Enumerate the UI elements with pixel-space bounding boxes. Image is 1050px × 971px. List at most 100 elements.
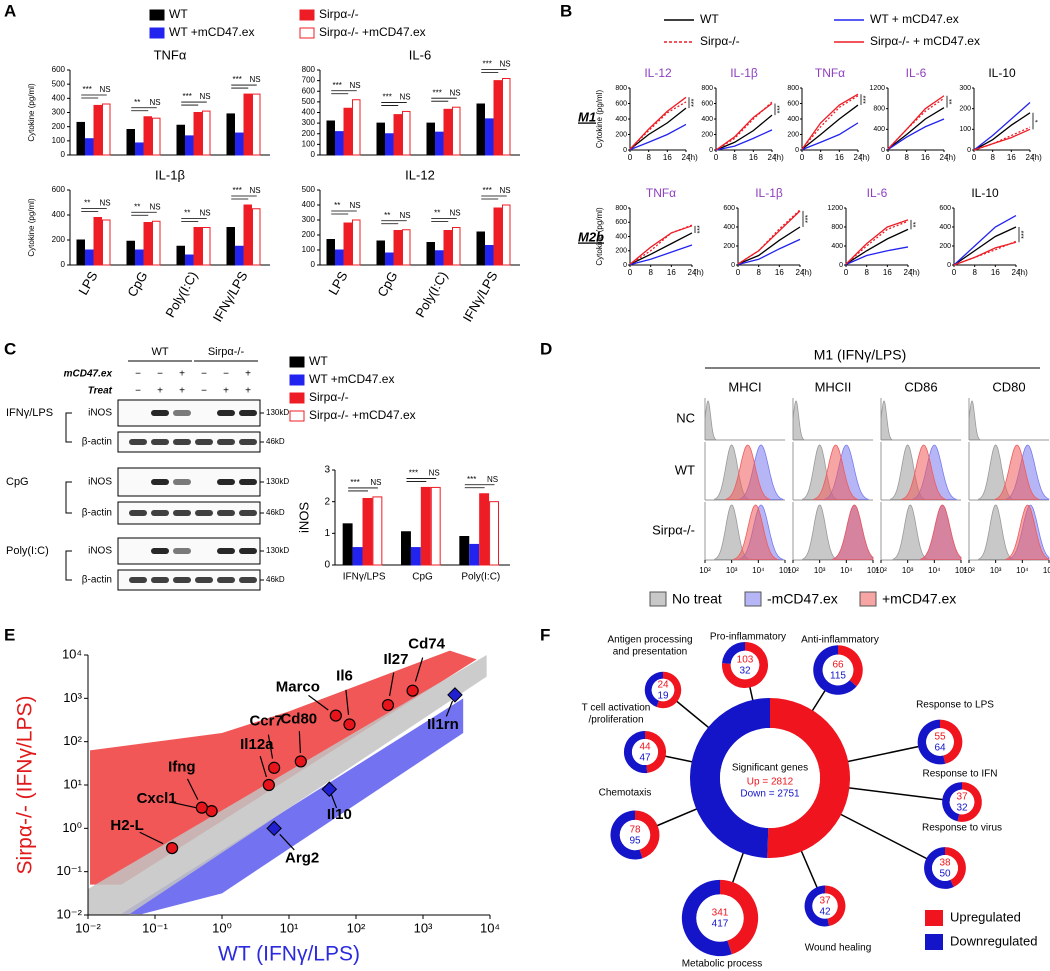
significance: ** [913, 222, 920, 228]
sign: − [157, 369, 163, 380]
x-tick-label: 24 [1026, 153, 1035, 162]
point-label: H2-L [110, 817, 143, 834]
y-tick-label: 800 [615, 205, 627, 212]
y-tick-label: 200 [52, 122, 66, 131]
line [801, 122, 859, 151]
bar [85, 138, 94, 156]
blot-band [151, 548, 169, 554]
blot-band [239, 439, 257, 445]
y-tick-label: 100 [302, 139, 316, 148]
line [737, 238, 801, 266]
blot-band [239, 410, 257, 416]
node-up: 37 [819, 896, 831, 907]
significance: NS [349, 81, 360, 90]
bar [502, 78, 511, 156]
x-tick-label: IFNγ/LPS [343, 572, 386, 583]
group-label: WT [151, 346, 168, 358]
x-tick-label: 10¹ [280, 920, 299, 935]
blot-band [129, 577, 147, 583]
significance: ** [384, 211, 390, 220]
node-up: 103 [737, 655, 754, 666]
protein-label: β-actin [82, 575, 112, 586]
point-label: Il10 [327, 806, 352, 823]
x-tick-label: 10² [963, 566, 975, 575]
node-label: Pro-inflammatory [710, 632, 786, 643]
significance: *** [183, 92, 192, 101]
legend-swatch [289, 410, 305, 422]
y-tick-label: 800 [615, 85, 627, 92]
blot-band [173, 510, 191, 516]
x-unit: (h) [774, 153, 784, 162]
bar [252, 93, 261, 156]
blot-band [239, 510, 257, 516]
y-tick-label: 0 [709, 147, 713, 154]
panel-title: M1 (IFNγ/LPS) [814, 347, 907, 363]
y-tick-label: 1200 [869, 85, 885, 92]
bar [489, 501, 500, 566]
panel-letter: E [4, 625, 15, 644]
y-tick-label: 0 [967, 147, 971, 154]
x-tick-label: 0 [628, 268, 633, 277]
protein-label: β-actin [82, 437, 112, 448]
bracket [65, 412, 72, 443]
x-tick-label: 8 [864, 268, 869, 277]
chart-title: IL-1β [755, 186, 783, 200]
x-tick-label: 10⁻¹ [142, 920, 168, 935]
y-axis-label: iNOS [296, 502, 311, 533]
size-label: 46kD [266, 437, 285, 446]
x-tick-label: 24 [854, 153, 863, 162]
x-tick-label: 10⁰ [212, 920, 232, 935]
line [887, 95, 945, 150]
x-tick-label: 16 [835, 153, 844, 162]
point [195, 801, 208, 814]
x-tick-label: 10⁴ [1016, 566, 1029, 575]
protein-label: β-actin [82, 508, 112, 519]
bar [185, 135, 194, 156]
x-tick-label: 10⁵ [955, 566, 967, 575]
significance: *** [83, 85, 92, 94]
legend-label: WT [309, 354, 328, 368]
y-tick-label: 200 [701, 131, 713, 138]
line [737, 226, 801, 265]
y-tick-label: 800 [787, 85, 799, 92]
y-tick-label: 400 [723, 224, 735, 231]
y-tick-label: 400 [302, 200, 316, 209]
significance: *** [805, 215, 812, 223]
chart-title: IL-12 [644, 66, 672, 80]
panel-letter: A [4, 1, 16, 20]
significance: *** [333, 81, 342, 90]
x-tick-label: 16 [749, 153, 758, 162]
blot-band [129, 510, 147, 516]
node-down: 47 [639, 753, 651, 764]
bar [476, 231, 485, 266]
legend-label: Sirpα-/- [319, 7, 359, 21]
x-tick-label: 8 [756, 268, 761, 277]
significance: NS [499, 186, 510, 195]
annotation-arrow [186, 778, 199, 800]
node-down: 32 [739, 666, 751, 677]
node-down: 42 [819, 907, 831, 918]
x-tick-label: 10⁴ [480, 920, 500, 935]
y-tick-label: 800 [873, 106, 885, 113]
point-label: Il1rn [427, 716, 459, 733]
annotation-arrow [267, 734, 274, 759]
bar [193, 112, 202, 156]
legend-swatch [744, 591, 762, 607]
y-tick-label: 10² [63, 733, 82, 748]
histogram [733, 504, 779, 560]
x-tick-label: 10³ [990, 566, 1002, 575]
y-tick-label: 0 [623, 262, 627, 269]
y-tick-label: 10⁰ [62, 820, 82, 835]
point [406, 684, 419, 697]
line [953, 226, 1017, 266]
column-label: CD86 [904, 379, 937, 394]
bar [176, 245, 185, 266]
donut-hole [720, 728, 820, 828]
significance: NS [199, 209, 210, 218]
x-tick-label: 24 [682, 153, 691, 162]
significance: *** [483, 186, 492, 195]
line [737, 209, 801, 265]
bar [402, 110, 411, 156]
y-tick-label: 400 [787, 116, 799, 123]
y-tick-label: 1 [324, 528, 330, 539]
